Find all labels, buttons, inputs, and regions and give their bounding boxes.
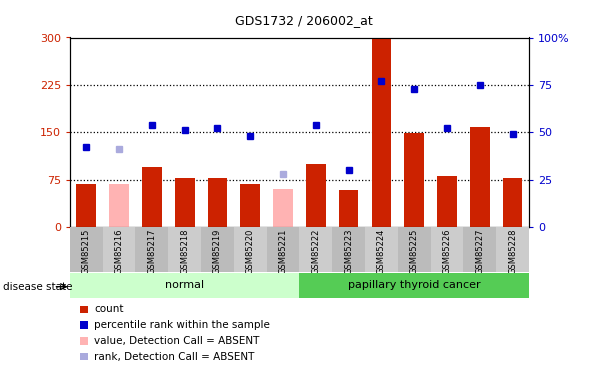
Text: rank, Detection Call = ABSENT: rank, Detection Call = ABSENT	[94, 352, 255, 362]
Text: GSM85217: GSM85217	[147, 228, 156, 274]
Text: disease state: disease state	[3, 282, 72, 292]
Bar	[240, 184, 260, 227]
Bar	[430, 227, 463, 272]
Bar	[332, 227, 365, 272]
Text: GSM85216: GSM85216	[114, 228, 123, 274]
Text: GDS1732 / 206002_at: GDS1732 / 206002_at	[235, 14, 373, 27]
Bar	[365, 227, 398, 272]
Text: papillary thyroid cancer: papillary thyroid cancer	[348, 280, 480, 290]
Bar	[77, 184, 96, 227]
Bar	[142, 167, 162, 227]
Bar	[168, 227, 201, 272]
Text: GSM85226: GSM85226	[443, 228, 452, 274]
Bar	[404, 134, 424, 227]
Bar	[109, 184, 129, 227]
Bar	[201, 227, 234, 272]
Text: GSM85224: GSM85224	[377, 228, 386, 274]
Bar	[70, 227, 103, 272]
Bar	[339, 190, 359, 227]
Text: count: count	[94, 304, 124, 314]
Text: GSM85221: GSM85221	[278, 228, 288, 274]
Bar	[300, 273, 529, 298]
Bar	[306, 164, 326, 227]
Text: normal: normal	[165, 280, 204, 290]
Text: GSM85223: GSM85223	[344, 228, 353, 274]
Bar	[273, 189, 293, 227]
Text: GSM85220: GSM85220	[246, 228, 255, 274]
Text: value, Detection Call = ABSENT: value, Detection Call = ABSENT	[94, 336, 260, 346]
Bar	[437, 176, 457, 227]
Bar	[300, 227, 332, 272]
Text: GSM85219: GSM85219	[213, 228, 222, 274]
Bar	[496, 227, 529, 272]
Text: GSM85215: GSM85215	[82, 228, 91, 274]
Bar	[103, 227, 136, 272]
Text: GSM85218: GSM85218	[180, 228, 189, 274]
Bar	[398, 227, 430, 272]
Text: GSM85228: GSM85228	[508, 228, 517, 274]
Bar	[267, 227, 300, 272]
Bar	[136, 227, 168, 272]
Bar	[70, 273, 299, 298]
Bar	[207, 178, 227, 227]
Bar	[234, 227, 267, 272]
Text: GSM85222: GSM85222	[311, 228, 320, 274]
Bar	[470, 127, 489, 227]
Text: GSM85225: GSM85225	[410, 228, 419, 274]
Bar	[371, 39, 392, 227]
Bar	[503, 178, 522, 227]
Bar	[463, 227, 496, 272]
Bar	[175, 178, 195, 227]
Text: GSM85227: GSM85227	[475, 228, 485, 274]
Text: percentile rank within the sample: percentile rank within the sample	[94, 320, 270, 330]
